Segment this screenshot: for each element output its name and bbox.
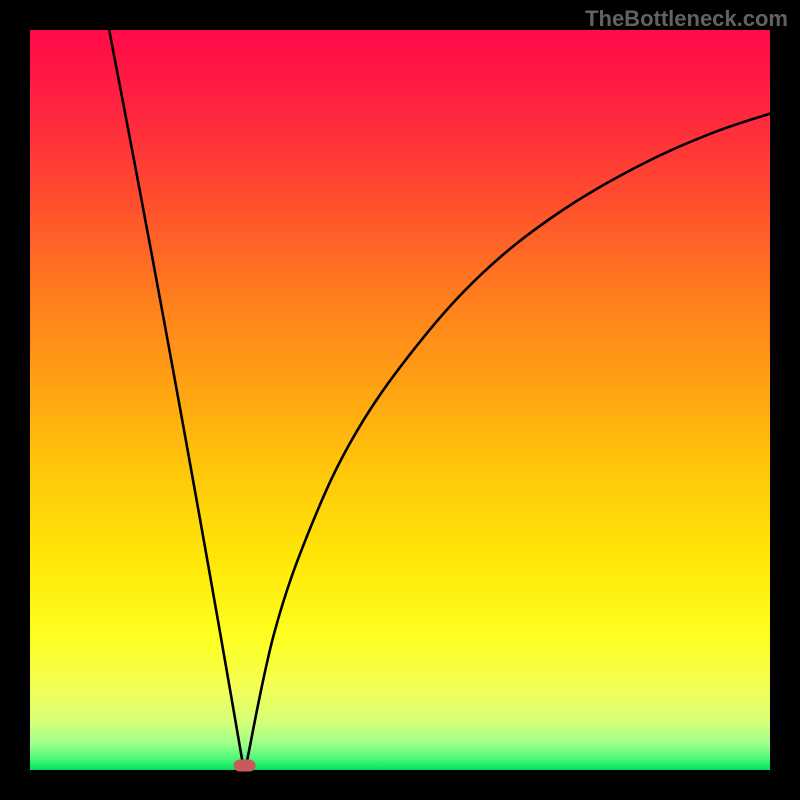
- watermark-text: TheBottleneck.com: [585, 6, 788, 32]
- optimum-marker: [234, 760, 256, 772]
- bottleneck-gradient: [30, 30, 770, 770]
